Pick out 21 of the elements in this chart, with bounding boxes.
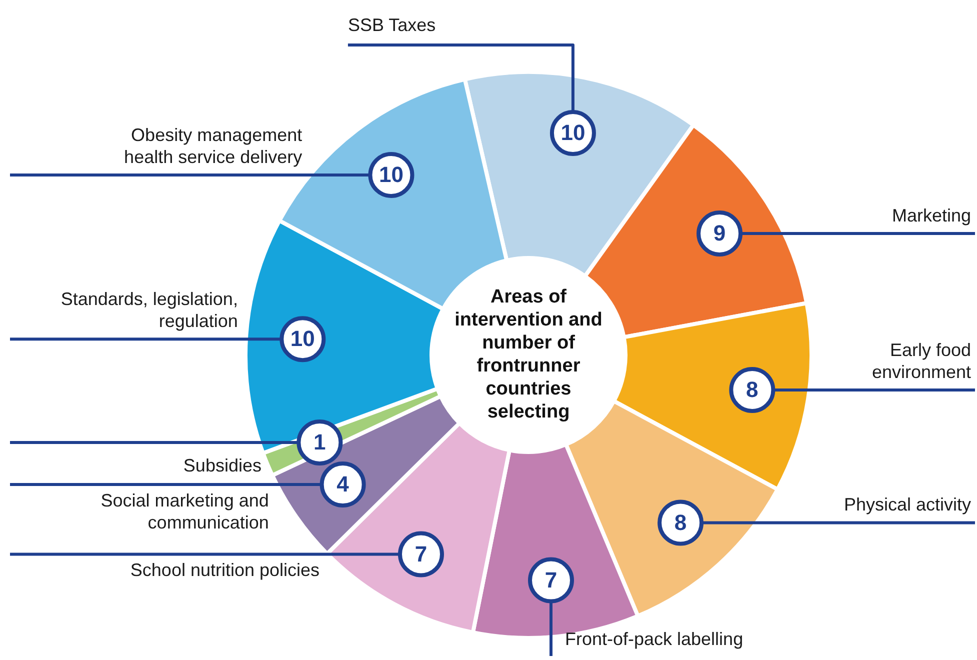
slice-label: Obesity management health service delivery (124, 124, 302, 167)
slice-label: School nutrition policies (130, 560, 320, 580)
data-label: 8 (674, 510, 687, 535)
data-label: 7 (414, 541, 428, 566)
slice-label: Subsidies (183, 455, 262, 476)
slice-label: Physical activity (844, 494, 971, 515)
slice-label: Marketing (892, 205, 971, 226)
data-label: 7 (544, 567, 558, 592)
data-label: 8 (746, 377, 758, 402)
slice-label: Social marketing and communication (100, 490, 269, 532)
slice-label: SSB Taxes (348, 14, 436, 35)
slice-label: Early food environment (872, 340, 971, 382)
text: Areas of intervention and number of frontrunner countries selecting (454, 286, 602, 423)
slice-label: Standards, legislation, regulation (60, 289, 238, 332)
data-label: 10 (560, 120, 586, 146)
data-label: 4 (336, 472, 350, 497)
data-label: 10 (378, 162, 404, 188)
data-label: 1 (314, 430, 326, 455)
data-label: 9 (713, 220, 726, 246)
slice-label: Front-of-pack labelling (564, 628, 744, 649)
data-label: 10 (290, 326, 315, 352)
